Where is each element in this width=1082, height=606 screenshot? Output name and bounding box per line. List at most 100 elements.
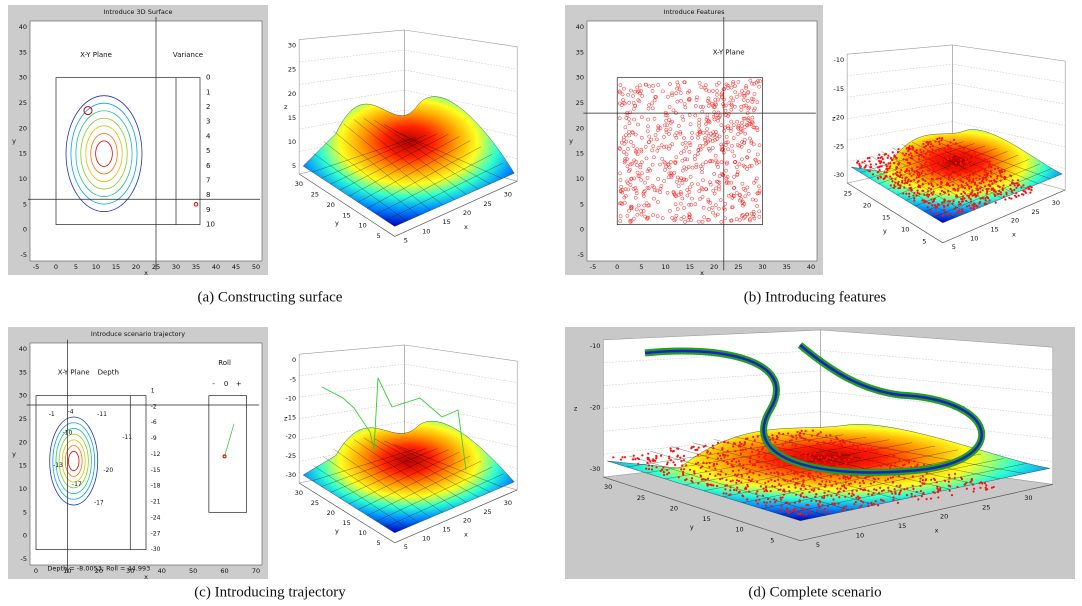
feature-marker xyxy=(739,127,743,132)
feature-point xyxy=(873,449,876,452)
feature-point xyxy=(882,489,885,492)
feature-marker xyxy=(645,169,650,174)
y-tick-label: 30 xyxy=(604,483,612,491)
feature-point xyxy=(887,154,890,157)
feature-marker xyxy=(707,207,712,211)
feature-marker xyxy=(636,98,641,102)
feature-point xyxy=(891,151,894,154)
feature-point xyxy=(866,450,870,453)
marker xyxy=(193,202,199,207)
feature-marker xyxy=(697,189,702,193)
feature-marker xyxy=(653,133,658,137)
feature-point xyxy=(738,462,741,466)
x-tick-label: 20 xyxy=(95,567,103,575)
feature-point xyxy=(975,204,978,207)
feature-point xyxy=(647,467,651,471)
feature-marker xyxy=(620,188,625,192)
feature-point xyxy=(917,498,920,501)
x-tick-label: 45 xyxy=(232,263,240,271)
feature-point xyxy=(950,493,954,497)
feature-marker xyxy=(731,123,736,128)
feature-point xyxy=(764,457,767,461)
feature-point xyxy=(993,167,997,171)
mesh-line xyxy=(348,452,460,505)
feature-point xyxy=(954,166,957,169)
feature-point xyxy=(908,172,911,176)
y-label: y xyxy=(12,137,16,145)
x-tick-label: 0 xyxy=(34,567,38,575)
feature-marker xyxy=(674,91,679,96)
depth-tick: -21 xyxy=(151,499,161,506)
y-tick-label: -5 xyxy=(21,555,27,563)
variance-tick: 4 xyxy=(206,132,211,140)
feature-point xyxy=(931,148,934,151)
feature-marker xyxy=(737,198,742,203)
feature-point xyxy=(805,450,808,453)
feature-point xyxy=(978,187,982,190)
feature-point xyxy=(856,447,860,451)
feature-point xyxy=(985,187,988,191)
feature-marker xyxy=(724,82,729,87)
feature-point xyxy=(959,158,963,161)
feature-point xyxy=(1017,194,1020,197)
feature-marker xyxy=(740,120,744,125)
feature-point xyxy=(905,152,908,155)
feature-point xyxy=(756,480,759,484)
feature-point xyxy=(970,479,973,482)
feature-point xyxy=(962,190,965,193)
feature-point xyxy=(946,144,950,147)
feature-marker xyxy=(686,218,691,222)
feature-marker xyxy=(646,124,650,129)
feature-marker xyxy=(626,187,631,192)
feature-marker xyxy=(742,116,747,121)
feature-point xyxy=(922,178,925,181)
feature-marker xyxy=(698,197,702,202)
depth-tick: -15 xyxy=(151,467,161,474)
feature-marker xyxy=(666,162,670,167)
feature-marker xyxy=(622,138,626,143)
feature-marker xyxy=(662,135,666,139)
feature-marker xyxy=(675,86,679,91)
feature-marker xyxy=(706,103,711,108)
feature-point xyxy=(662,466,665,469)
feature-marker xyxy=(699,185,704,190)
feature-point xyxy=(850,508,853,511)
feature-point xyxy=(905,494,909,497)
z-label: z xyxy=(284,415,288,423)
feature-point xyxy=(783,490,786,493)
feature-point xyxy=(968,149,971,153)
feature-point xyxy=(957,209,960,212)
plane-label: X-Y Plane xyxy=(80,51,112,59)
feature-marker xyxy=(696,148,701,153)
feature-marker xyxy=(747,217,752,221)
contour xyxy=(52,422,95,500)
feature-point xyxy=(731,479,734,482)
feature-marker xyxy=(633,89,637,94)
feature-point xyxy=(999,170,1002,173)
feature-marker xyxy=(711,89,715,93)
feature-marker xyxy=(735,165,739,170)
y-label: y xyxy=(335,527,339,535)
feature-point xyxy=(970,477,974,481)
x-tick-label: 40 xyxy=(212,263,220,271)
feature-point xyxy=(873,488,876,491)
feature-point xyxy=(847,477,850,480)
feature-point xyxy=(939,180,943,183)
feature-point xyxy=(972,208,976,211)
feature-point xyxy=(652,459,656,462)
feature-marker xyxy=(693,113,698,118)
feature-point xyxy=(958,211,961,214)
feature-point xyxy=(699,466,702,469)
feature-point xyxy=(983,173,986,176)
feature-point xyxy=(893,465,897,468)
feature-marker xyxy=(677,178,682,183)
feature-marker xyxy=(654,137,659,142)
feature-point xyxy=(860,500,863,503)
feature-marker xyxy=(700,170,704,175)
feature-point xyxy=(680,460,683,463)
feature-marker xyxy=(678,130,683,134)
z-label: z xyxy=(574,404,578,412)
y-tick-label: 5 xyxy=(376,232,380,240)
feature-point xyxy=(800,429,803,432)
feature-point xyxy=(971,204,974,207)
